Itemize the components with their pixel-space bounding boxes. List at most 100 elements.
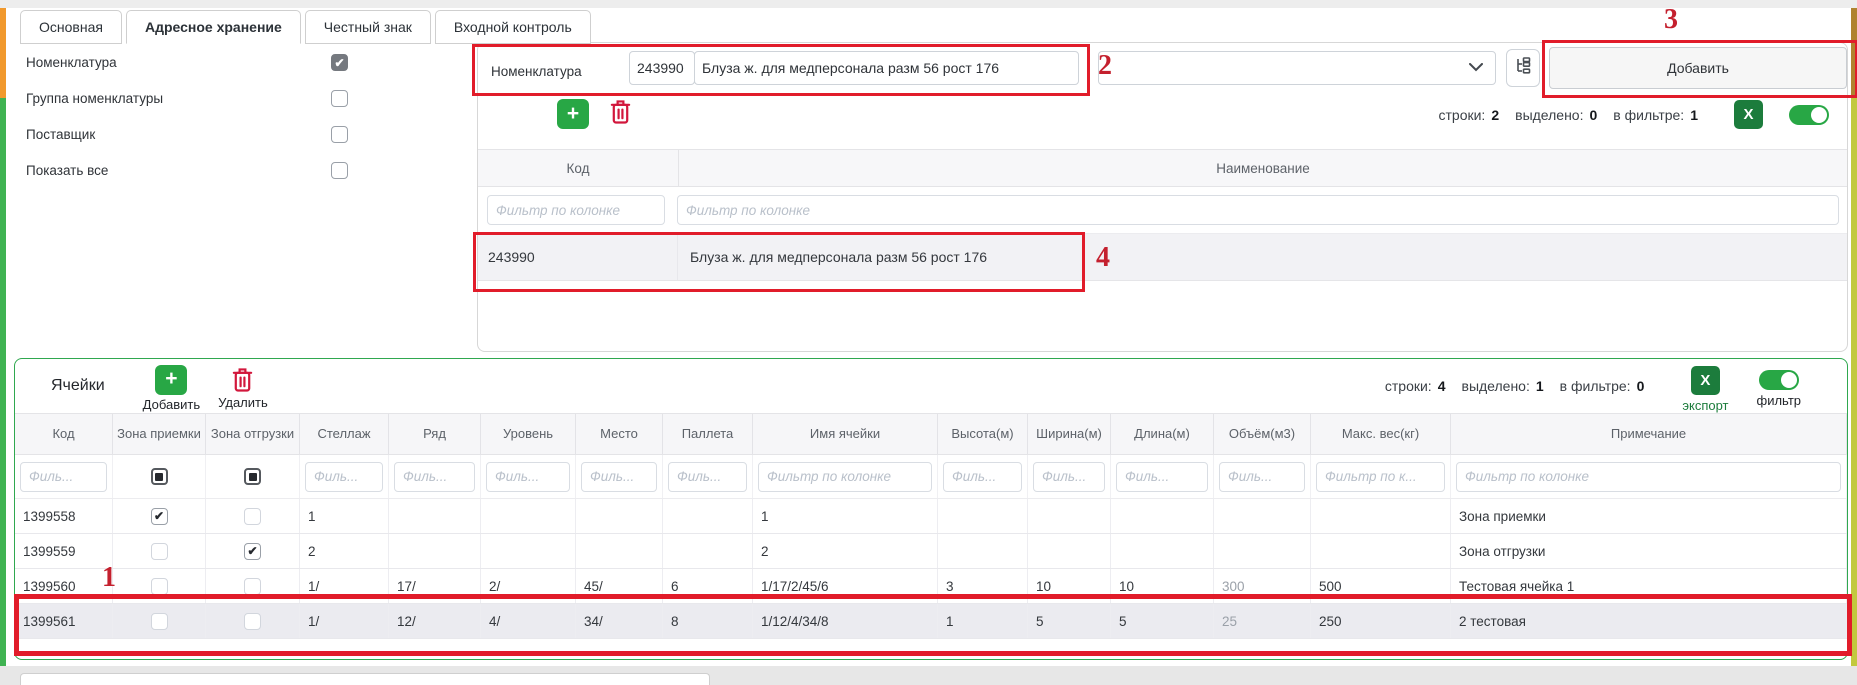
cell-note: 2 тестовая [1451,604,1847,638]
excel-export-button[interactable]: X [1690,365,1720,395]
table-row[interactable]: 1399559 2 2 Зона отгрузки [15,534,1847,569]
nomenclature-name-input[interactable] [694,51,1079,85]
nomenclature-code-input[interactable] [629,51,695,85]
filter-input-rack[interactable] [305,461,383,492]
cell-height [938,534,1028,568]
postavshchik-checkbox[interactable] [331,126,348,143]
cell-level [481,499,576,533]
cell-height: 1 [938,604,1028,638]
rows-count: 4 [1437,378,1446,394]
tab-chestny-znak[interactable]: Честный знак [304,10,431,44]
shipping-checkbox[interactable] [244,507,261,525]
tab-bar: Основная Адресное хранение Честный знак … [20,10,591,44]
add-row-button[interactable] [557,99,589,129]
column-header[interactable]: Стеллаж [300,414,389,454]
cell-pallet: 6 [663,569,753,603]
checkbox-label: Поставщик [26,127,96,142]
hierarchy-view-button[interactable] [1506,49,1540,87]
window-left-edge-green [0,98,6,666]
bottom-partial-panel [20,673,710,685]
column-header[interactable]: Место [576,414,663,454]
filter-input-place[interactable] [581,461,657,492]
pokazat-vse-checkbox[interactable] [331,162,348,179]
cells-panel: Ячейки Добавить Удалить строки: 4 выделен… [14,358,1848,660]
table-row[interactable]: 1399558 1 1 Зона приемки [15,499,1847,534]
cell-max-weight [1311,534,1451,568]
receiving-checkbox[interactable] [150,577,168,595]
tab-vhodnoy-kontrol[interactable]: Входной контроль [434,10,591,44]
filter-toggle[interactable] [1789,104,1829,125]
receiving-checkbox[interactable] [150,612,168,630]
name-filter-input[interactable] [677,195,1839,225]
add-nomenclature-button[interactable]: Добавить [1549,47,1847,89]
column-header[interactable]: Имя ячейки [753,414,938,454]
cell-height: 3 [938,569,1028,603]
top-grid-filter-row [478,187,1847,233]
add-cell-button[interactable]: Добавить [143,364,200,412]
column-header[interactable]: Объём(м3) [1214,414,1311,454]
column-header[interactable]: Уровень [481,414,576,454]
cell-volume: 300 [1214,569,1311,603]
tab-adresnoe-hranenie[interactable]: Адресное хранение [125,10,301,44]
shipping-checkbox[interactable] [244,577,261,595]
receiving-checkbox[interactable] [150,542,168,560]
filter-input-level[interactable] [486,461,570,492]
filter-input-note[interactable] [1456,461,1841,492]
table-row[interactable]: 243990 Блуза ж. для медперсонала разм 56… [478,233,1847,281]
column-header[interactable]: Паллета [663,414,753,454]
cells-filter-row [15,455,1847,499]
column-header[interactable]: Длина(м) [1111,414,1214,454]
column-header[interactable]: Ряд [389,414,481,454]
cell-height [938,499,1028,533]
column-header[interactable]: Ширина(м) [1028,414,1111,454]
excel-icon: X [1743,106,1754,123]
filter-input-volume[interactable] [1219,461,1305,492]
cell-row: 17/ [389,569,481,603]
filter-input-cell-name[interactable] [758,461,932,492]
column-header[interactable]: Высота(м) [938,414,1028,454]
shipping-checkbox[interactable] [244,542,261,560]
filter-input-width[interactable] [1033,461,1105,492]
cell-max-weight: 500 [1311,569,1451,603]
cell-row: 12/ [389,604,481,638]
selected-count: 1 [1535,378,1544,394]
column-header[interactable]: Код [15,414,113,454]
filter-input-max-weight[interactable] [1316,461,1445,492]
receiving-filter-checkbox[interactable] [150,468,168,485]
table-row[interactable]: 1399561 1/ 12/ 4/ 34/ 8 1/12/4/34/8 1 5 … [15,604,1847,639]
delete-cell-button[interactable]: Удалить [218,366,268,410]
nomenclature-dropdown[interactable] [1098,51,1496,85]
cell-code: 243990 [478,234,678,280]
column-header-name[interactable]: Наименование [1216,160,1310,176]
column-header[interactable]: Зона отгрузки [206,414,300,454]
column-header[interactable]: Зона приемки [113,414,206,454]
filter-input-code[interactable] [20,461,107,492]
nomenklatura-checkbox[interactable] [331,54,348,71]
gruppa-checkbox[interactable] [331,90,348,107]
filter-input-pallet[interactable] [668,461,747,492]
cells-header-row: Код Зона приемки Зона отгрузки Стеллаж Р… [15,413,1847,455]
column-header[interactable]: Макс. вес(кг) [1311,414,1451,454]
column-header[interactable]: Примечание [1451,414,1847,454]
cell-place: 45/ [576,569,663,603]
cell-cell-name: 1/17/2/45/6 [753,569,938,603]
delete-row-button[interactable] [609,98,632,130]
shipping-filter-checkbox[interactable] [244,468,261,485]
code-filter-input[interactable] [487,195,665,225]
cell-note: Зона отгрузки [1451,534,1847,568]
cell-pallet: 8 [663,604,753,638]
filter-toggle[interactable] [1758,370,1799,390]
excel-export-button[interactable]: X [1734,100,1763,129]
cell-row [389,534,481,568]
checkbox-label: Группа номенклатуры [26,91,164,106]
selected-label: выделено: [1461,378,1530,394]
filter-input-height[interactable] [943,461,1022,492]
filter-input-row[interactable] [394,461,475,492]
tab-osnovnaya[interactable]: Основная [20,10,122,44]
cell-place: 34/ [576,604,663,638]
column-header-code[interactable]: Код [478,150,679,186]
filter-input-length[interactable] [1116,461,1208,492]
table-row[interactable]: 1399560 1/ 17/ 2/ 45/ 6 1/17/2/45/6 3 10… [15,569,1847,604]
receiving-checkbox[interactable] [150,507,168,525]
shipping-checkbox[interactable] [244,612,261,630]
